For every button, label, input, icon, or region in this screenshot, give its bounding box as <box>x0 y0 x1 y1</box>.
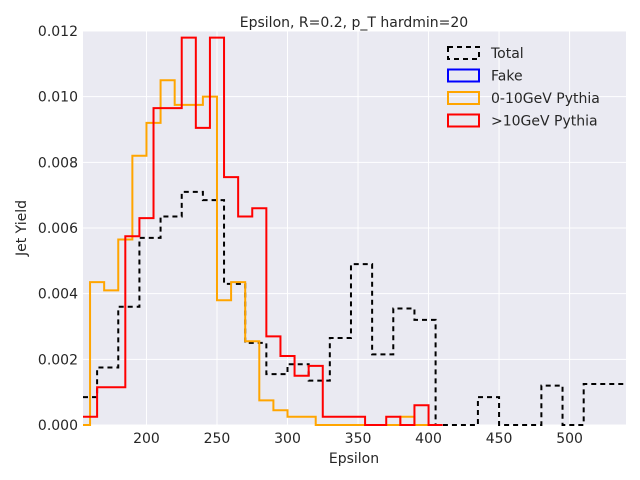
y-tick-label: 0.006 <box>38 221 78 237</box>
x-tick-labels: 200 250 300 350 400 450 500 <box>133 431 583 447</box>
y-tick-label: 0.010 <box>38 90 78 106</box>
y-tick-label: 0.008 <box>38 155 78 171</box>
x-tick-label: 400 <box>415 431 442 447</box>
y-tick-labels: 0.000 0.002 0.004 0.006 0.008 0.010 0.012 <box>38 24 78 434</box>
legend-swatch <box>447 113 480 128</box>
grid-lines <box>83 30 626 426</box>
legend: Total Fake 0-10GeV Pythia >10GeV Pythia <box>447 46 600 130</box>
chart-title: Epsilon, R=0.2, p_T hardmin=20 <box>240 15 468 31</box>
y-tick-label: 0.000 <box>38 418 78 434</box>
x-axis-label: Epsilon <box>329 451 379 467</box>
y-axis-label: Jet Yield <box>14 200 30 257</box>
legend-swatch <box>447 68 480 83</box>
legend-swatch <box>447 91 480 105</box>
y-tick-label: 0.012 <box>38 24 78 40</box>
legend-label: >10GeV Pythia <box>491 114 598 130</box>
x-tick-label: 250 <box>204 431 231 447</box>
y-tick-label: 0.002 <box>38 352 78 368</box>
y-tick-label: 0.004 <box>38 287 78 303</box>
x-tick-label: 200 <box>133 431 160 447</box>
legend-label: 0-10GeV Pythia <box>491 91 600 107</box>
series-group <box>83 36 626 426</box>
legend-swatch <box>447 46 480 60</box>
legend-label: Total <box>490 46 524 62</box>
x-tick-label: 300 <box>274 431 301 447</box>
series-line-total <box>83 190 626 426</box>
x-tick-label: 450 <box>486 431 513 447</box>
x-tick-label: 350 <box>345 431 372 447</box>
series-line-0-10gev-pythia <box>83 79 429 426</box>
x-tick-label: 500 <box>556 431 583 447</box>
series-line--10gev-pythia <box>83 36 443 426</box>
legend-label: Fake <box>491 69 523 85</box>
